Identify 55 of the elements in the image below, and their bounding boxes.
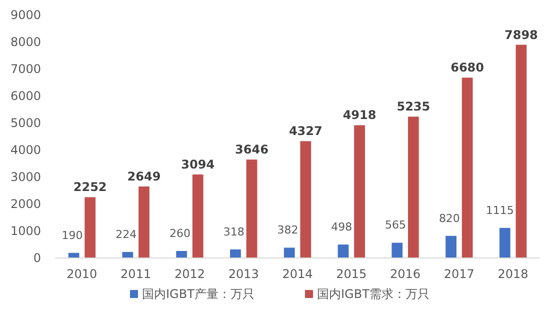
- data-label: 382: [277, 224, 298, 237]
- bar: [230, 249, 241, 258]
- y-tick-label: 4000: [10, 143, 41, 158]
- data-label: 5235: [396, 100, 430, 114]
- data-label: 318: [223, 225, 244, 238]
- x-tick-label: 2013: [228, 267, 259, 281]
- y-tick-label: 2000: [10, 197, 41, 212]
- data-label: 3094: [181, 157, 215, 172]
- x-tick-label: 2015: [336, 267, 367, 281]
- data-label: 2649: [127, 169, 161, 184]
- x-tick-label: 2017: [444, 267, 474, 281]
- x-tick-label: 2016: [390, 267, 421, 281]
- bar: [516, 44, 527, 258]
- bar: [354, 125, 365, 258]
- data-label: 4918: [342, 108, 376, 122]
- bar: [300, 141, 312, 258]
- data-label: 6680: [450, 60, 484, 75]
- legend-label: 国内IGBT产量：万只: [142, 287, 254, 302]
- data-label: 820: [438, 212, 460, 225]
- data-label: 190: [62, 228, 83, 242]
- legend-label: 国内IGBT需求：万只: [317, 287, 430, 302]
- data-label: 224: [116, 228, 137, 241]
- bar: [192, 174, 204, 258]
- y-tick-label: 3000: [10, 170, 41, 184]
- data-label: 2252: [73, 180, 107, 194]
- y-tick-label: 6000: [10, 89, 41, 104]
- y-tick-label: 7000: [10, 62, 41, 76]
- y-tick-label: 8000: [10, 35, 41, 50]
- bar: [284, 248, 295, 258]
- bar: [338, 244, 349, 258]
- bar: [176, 250, 188, 258]
- data-label: 565: [385, 218, 406, 232]
- bar: [499, 228, 510, 258]
- data-label: 260: [170, 226, 191, 240]
- bar: [84, 197, 96, 258]
- bar: [408, 116, 419, 258]
- x-tick-label: 2011: [120, 267, 152, 281]
- data-label: 498: [331, 220, 352, 234]
- bar: [462, 78, 473, 258]
- x-tick-label: 2014: [282, 267, 313, 281]
- y-tick-label: 5000: [10, 116, 41, 130]
- y-tick-label: 1000: [10, 224, 41, 238]
- data-label: 3646: [235, 142, 268, 157]
- bar: [392, 242, 403, 258]
- bar: [138, 186, 150, 258]
- data-label: 1115: [486, 204, 514, 217]
- bar: [446, 236, 456, 258]
- x-tick-label: 2018: [498, 267, 528, 281]
- data-label: 4327: [288, 124, 322, 138]
- bar: [246, 160, 258, 258]
- y-tick-label: 9000: [10, 8, 41, 22]
- x-tick-label: 2010: [66, 267, 98, 281]
- data-label: 7898: [504, 28, 538, 42]
- y-tick-label: 0: [33, 251, 41, 266]
- x-tick-label: 2012: [174, 267, 205, 281]
